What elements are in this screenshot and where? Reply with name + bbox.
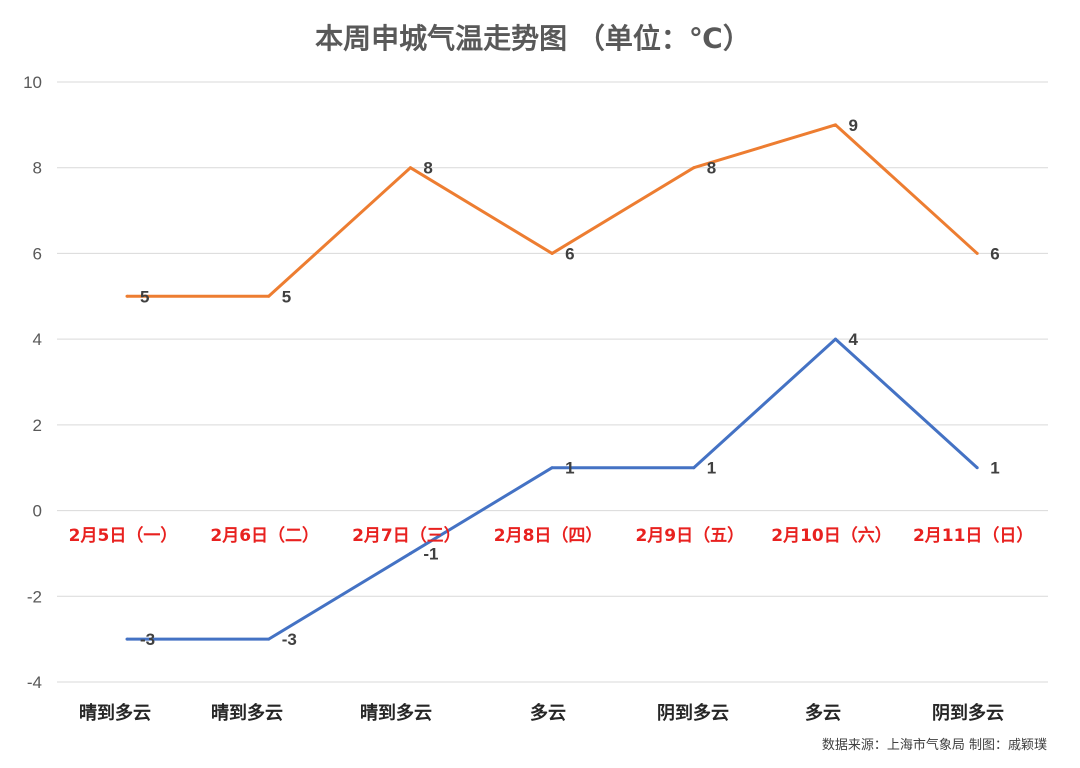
data-point <box>834 123 837 127</box>
data-label: 5 <box>282 287 291 306</box>
data-label: -3 <box>282 630 297 649</box>
data-point <box>408 166 412 170</box>
category-labels: 2月5日（一） 2月6日（二） 2月7日（三） 2月8日（四） 2月9日（五） 2月10日… <box>69 525 1034 546</box>
data-point <box>692 166 696 170</box>
data-label: 6 <box>565 244 574 263</box>
data-label: 4 <box>849 330 859 349</box>
chart-title: 本周申城气温走势图 （单位：℃） <box>315 22 751 55</box>
series-line-2 <box>127 337 979 641</box>
category-label: 2月10日（六） <box>771 525 892 546</box>
data-point <box>550 466 554 470</box>
data-label: 1 <box>565 459 574 478</box>
data-label: 1 <box>990 459 999 478</box>
gridlines <box>57 81 1048 683</box>
y-tick-label: 4 <box>33 330 42 349</box>
y-tick-label: -4 <box>27 673 42 692</box>
data-source-credit: 数据来源：上海市气象局 制图：戚颖璞 <box>822 737 1047 753</box>
y-axis-ticks: 10 8 6 4 2 0 -2 -4 <box>23 73 42 692</box>
weather-label: 多云 <box>530 702 566 724</box>
y-tick-label: 8 <box>33 159 42 178</box>
y-tick-label: 6 <box>33 244 42 263</box>
weather-labels: 晴到多云 晴到多云 晴到多云 多云 阴到多云 多云 阴到多云 <box>79 702 1004 724</box>
weather-label: 多云 <box>805 702 841 724</box>
data-point <box>692 466 696 470</box>
series-lines <box>125 123 979 641</box>
data-label: 1 <box>707 459 716 478</box>
weather-label: 晴到多云 <box>79 702 151 724</box>
y-tick-label: -2 <box>27 587 42 606</box>
data-point <box>125 294 129 298</box>
weather-label: 阴到多云 <box>657 702 729 724</box>
category-label: 2月9日（五） <box>635 525 744 546</box>
y-tick-label: 10 <box>23 73 42 92</box>
category-label: 2月5日（一） <box>69 525 178 546</box>
category-label: 2月11日（日） <box>913 525 1034 546</box>
data-point <box>267 294 271 298</box>
weather-label: 晴到多云 <box>360 702 432 724</box>
data-point <box>975 251 979 255</box>
data-point <box>834 337 837 341</box>
data-label: 9 <box>849 116 858 135</box>
category-label: 2月6日（二） <box>210 525 319 546</box>
data-label: 8 <box>423 159 432 178</box>
data-label: 5 <box>140 287 149 306</box>
y-tick-label: 0 <box>33 502 42 521</box>
weather-label: 阴到多云 <box>932 702 1004 724</box>
data-point <box>550 251 554 255</box>
series-line-1 <box>127 123 979 298</box>
data-point <box>975 466 979 470</box>
data-label: 6 <box>990 244 999 263</box>
category-label: 2月8日（四） <box>494 525 603 546</box>
data-label: -3 <box>140 630 155 649</box>
weather-label: 晴到多云 <box>211 702 283 724</box>
data-label: -1 <box>423 544 438 563</box>
data-labels: 5 5 8 6 8 9 6 -3 -3 -1 1 1 4 1 <box>140 116 1000 649</box>
data-point <box>408 551 412 555</box>
category-label: 2月7日（三） <box>352 525 461 546</box>
data-point <box>125 637 129 641</box>
data-label: 8 <box>707 159 716 178</box>
data-point <box>267 637 271 641</box>
y-tick-label: 2 <box>33 416 42 435</box>
